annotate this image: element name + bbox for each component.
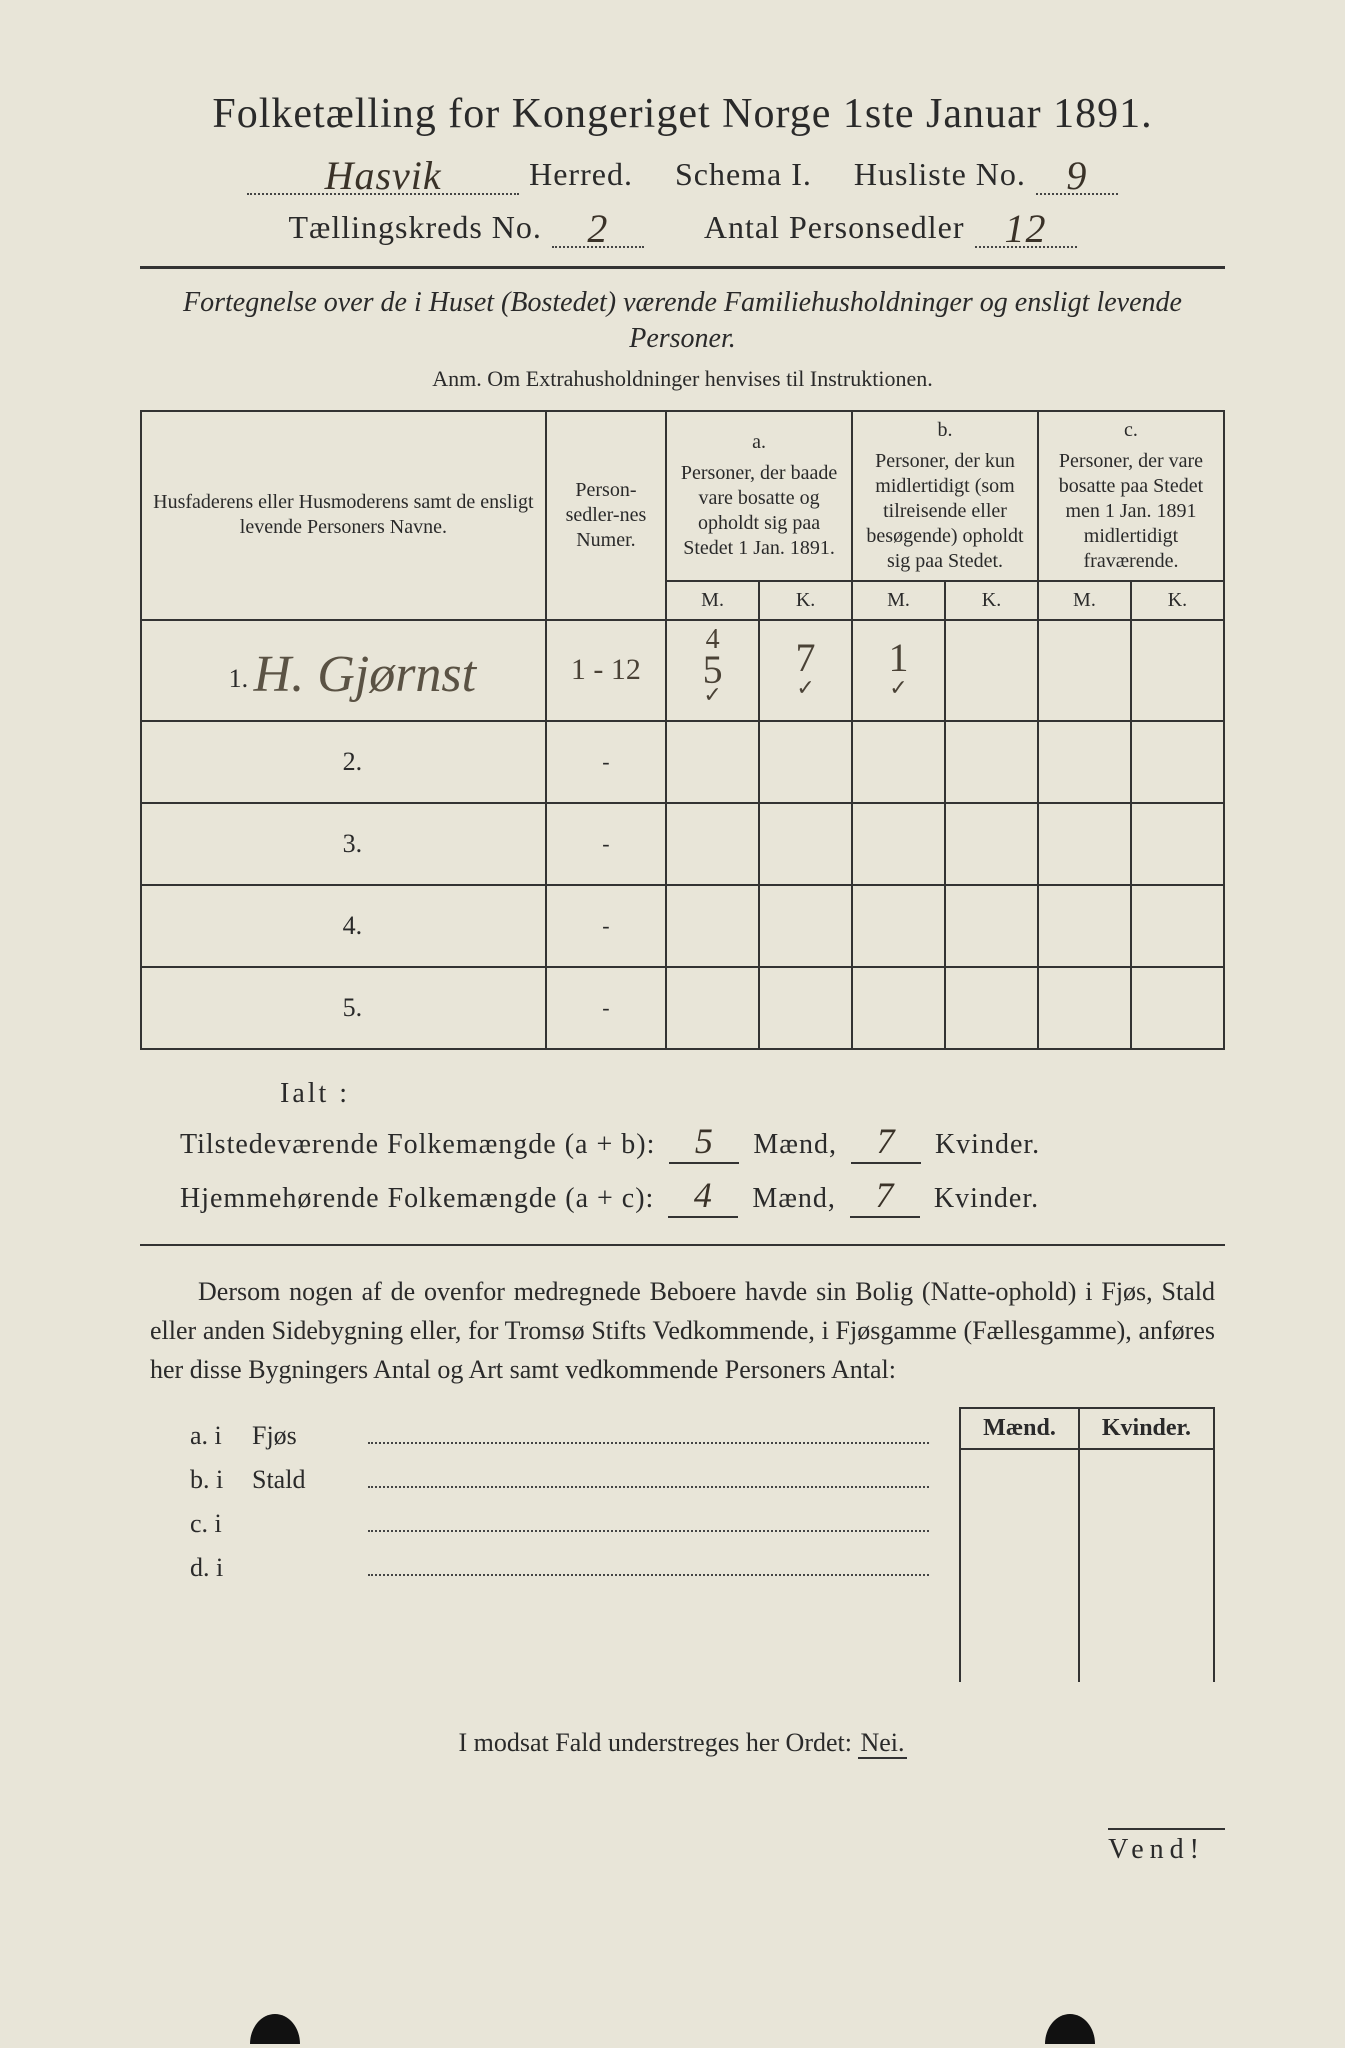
schema-label: Schema I.: [675, 156, 812, 193]
form-header: Folketælling for Kongeriget Norge 1ste J…: [140, 90, 1225, 248]
cell-name: 3.: [141, 803, 546, 885]
cell-name: 1. H. Gjørnst: [141, 620, 546, 721]
cell-bm: 1 ✓: [852, 620, 945, 721]
present-women-field: 7: [851, 1120, 921, 1164]
table-row: 5. -: [141, 967, 1224, 1049]
table-row: 1. H. Gjørnst 1 - 12 4 5 ✓ 7 ✓ 1 ✓: [141, 620, 1224, 721]
cell-num: -: [546, 967, 666, 1049]
cell-num: -: [546, 721, 666, 803]
census-table: Husfaderens eller Husmoderens samt de en…: [140, 410, 1225, 1050]
personsedler-field: 12: [975, 209, 1077, 248]
head-a-k: K.: [759, 581, 852, 620]
cell-name: 2.: [141, 721, 546, 803]
cell-am: 4 5 ✓: [666, 620, 759, 721]
personsedler-value: 12: [1005, 217, 1047, 241]
herred-value: Hasvik: [325, 164, 442, 188]
nei-word: Nei.: [858, 1728, 906, 1759]
husliste-value: 9: [1066, 164, 1087, 188]
outbuildings-paragraph: Dersom nogen af de ovenfor medregnede Be…: [150, 1272, 1215, 1389]
kreds-line: Tællingskreds No. 2 Antal Personsedler 1…: [140, 209, 1225, 248]
form-subtitle: Fortegnelse over de i Huset (Bostedet) v…: [180, 285, 1185, 358]
head-name: Husfaderens eller Husmoderens samt de en…: [141, 411, 546, 620]
form-title: Folketælling for Kongeriget Norge 1ste J…: [140, 90, 1225, 138]
personsedler-label: Antal Personsedler: [704, 209, 965, 246]
table-head: Husfaderens eller Husmoderens samt de en…: [141, 411, 1224, 620]
outbuilding-row: d. i: [190, 1553, 929, 1583]
cell-num: -: [546, 803, 666, 885]
form-annotation: Anm. Om Extrahusholdninger henvises til …: [140, 366, 1225, 392]
head-num: Person-sedler-nes Numer.: [546, 411, 666, 620]
husliste-label: Husliste No.: [854, 156, 1026, 193]
binding-notch-icon: [250, 2014, 300, 2044]
table-body: 1. H. Gjørnst 1 - 12 4 5 ✓ 7 ✓ 1 ✓: [141, 620, 1224, 1049]
head-b-k: K.: [945, 581, 1038, 620]
cell-bk: [945, 620, 1038, 721]
kreds-label: Tællingskreds No.: [288, 209, 541, 246]
kreds-value: 2: [587, 217, 608, 241]
outbuilding-row: b. i Stald: [190, 1465, 929, 1495]
divider: [140, 1244, 1225, 1246]
cell-ck: [1131, 620, 1224, 721]
table-row: 4. -: [141, 885, 1224, 967]
herred-line: Hasvik Herred. Schema I. Husliste No. 9: [140, 156, 1225, 195]
herred-field: Hasvik: [247, 156, 519, 195]
resident-women-field: 7: [850, 1174, 920, 1218]
vend-label: Vend!: [1108, 1828, 1225, 1866]
table-row: 3. -: [141, 803, 1224, 885]
outbuildings-list: a. i Fjøs b. i Stald c. i d. i: [190, 1407, 929, 1597]
totals-present: Tilstedeværende Folkemængde (a + b): 5 M…: [180, 1120, 1225, 1164]
cell-cm: [1038, 620, 1131, 721]
cell-name: 5.: [141, 967, 546, 1049]
kreds-field: 2: [552, 209, 644, 248]
head-c-k: K.: [1131, 581, 1224, 620]
census-form-page: Folketælling for Kongeriget Norge 1ste J…: [0, 0, 1345, 2048]
head-b: b. Personer, der kun midlertidigt (som t…: [852, 411, 1038, 581]
outbuildings-section: a. i Fjøs b. i Stald c. i d. i: [190, 1407, 1215, 1682]
ialt-label: Ialt :: [280, 1078, 1225, 1110]
ob-head-men: Mænd.: [960, 1408, 1079, 1449]
handwritten-name: H. Gjørnst: [254, 646, 476, 703]
divider: [140, 266, 1225, 269]
outbuilding-row: a. i Fjøs: [190, 1421, 929, 1451]
head-a-m: M.: [666, 581, 759, 620]
head-a: a. Personer, der baade vare bosatte og o…: [666, 411, 852, 581]
table-row: 2. -: [141, 721, 1224, 803]
head-c: c. Personer, der vare bosatte paa Stedet…: [1038, 411, 1224, 581]
herred-label: Herred.: [529, 156, 633, 193]
head-c-m: M.: [1038, 581, 1131, 620]
binding-notch-icon: [1045, 2014, 1095, 2044]
resident-men-field: 4: [668, 1174, 738, 1218]
outbuilding-row: c. i: [190, 1509, 929, 1539]
cell-num: -: [546, 885, 666, 967]
present-men-field: 5: [669, 1120, 739, 1164]
cell-name: 4.: [141, 885, 546, 967]
husliste-field: 9: [1036, 156, 1118, 195]
head-b-m: M.: [852, 581, 945, 620]
totals-resident: Hjemmehørende Folkemængde (a + c): 4 Mæn…: [180, 1174, 1225, 1218]
ob-head-women: Kvinder.: [1079, 1408, 1214, 1449]
cell-num: 1 - 12: [546, 620, 666, 721]
modsat-line: I modsat Fald understreges her Ordet: Ne…: [140, 1728, 1225, 1758]
outbuildings-counts-table: Mænd. Kvinder.: [959, 1407, 1215, 1682]
cell-ak: 7 ✓: [759, 620, 852, 721]
